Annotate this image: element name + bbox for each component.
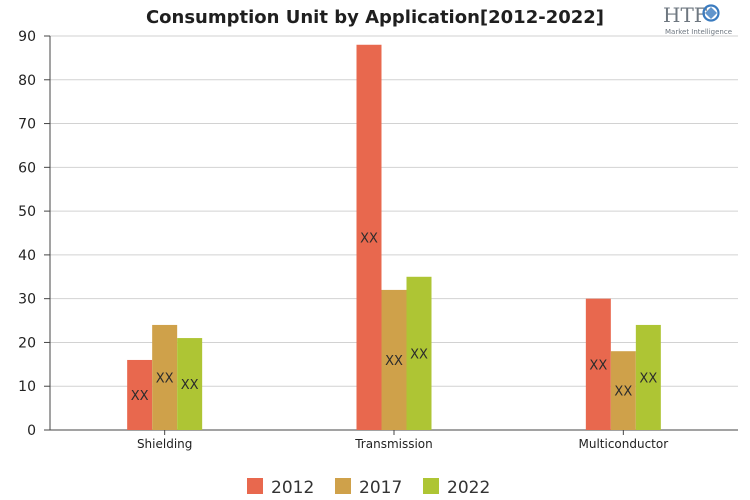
x-tick-label: Transmission xyxy=(354,437,433,451)
data-label: XX xyxy=(360,231,378,246)
y-tick-label: 70 xyxy=(18,117,36,133)
y-tick-label: 40 xyxy=(18,248,36,264)
legend-item-2022[interactable]: 2022 xyxy=(423,478,490,498)
chart-title: Consumption Unit by Application[2012-202… xyxy=(146,7,604,28)
y-tick-label: 10 xyxy=(18,379,36,395)
bar-2012-transmission xyxy=(356,44,382,430)
legend-item-2012[interactable]: 2012 xyxy=(247,478,314,498)
y-tick-label: 30 xyxy=(18,292,36,308)
logo-mark-icon xyxy=(705,7,717,19)
x-tick-label: Shielding xyxy=(137,437,192,451)
x-tick-label: Multiconductor xyxy=(578,437,668,451)
bar-2017-shielding xyxy=(152,324,178,430)
bar-2017-multiconductor xyxy=(610,351,636,430)
data-label: XX xyxy=(639,371,657,386)
bars xyxy=(127,44,661,430)
legend-swatch xyxy=(247,478,263,494)
legend-swatch xyxy=(335,478,351,494)
legend-label: 2017 xyxy=(359,478,402,498)
legend-label: 2022 xyxy=(447,478,490,498)
bar-2022-multiconductor xyxy=(635,324,661,430)
y-tick-label: 80 xyxy=(18,73,36,89)
data-label: XX xyxy=(614,385,632,400)
htf-logo: HTF Market Intelligence xyxy=(663,3,732,36)
legend-label: 2012 xyxy=(271,478,314,498)
bar-2022-shielding xyxy=(177,338,203,430)
data-label: XX xyxy=(589,358,607,373)
data-label: XX xyxy=(156,371,174,386)
logo-globe-icon xyxy=(702,4,720,22)
logo-subtitle: Market Intelligence xyxy=(665,28,732,36)
legend-swatch xyxy=(423,478,439,494)
y-tick-label: 0 xyxy=(27,423,36,439)
y-tick-label: 20 xyxy=(18,335,36,351)
data-label: XX xyxy=(385,354,403,369)
y-tick-label: 60 xyxy=(18,160,36,176)
data-labels: XX XX XX XX XX XX XX XX XX xyxy=(131,231,658,404)
y-tick-label: 50 xyxy=(18,204,36,220)
bar-2012-multiconductor xyxy=(585,298,611,430)
bar-2022-transmission xyxy=(406,276,432,430)
bar-2012-shielding xyxy=(127,359,153,430)
bar-2017-transmission xyxy=(381,289,407,430)
y-tick-label: 90 xyxy=(18,29,36,45)
logo-text: HTF xyxy=(663,3,708,27)
data-label: XX xyxy=(131,389,149,404)
data-label: XX xyxy=(410,347,428,362)
legend-item-2017[interactable]: 2017 xyxy=(335,478,402,498)
data-label: XX xyxy=(181,378,199,393)
legend: 2012 2017 2022 xyxy=(247,478,490,498)
